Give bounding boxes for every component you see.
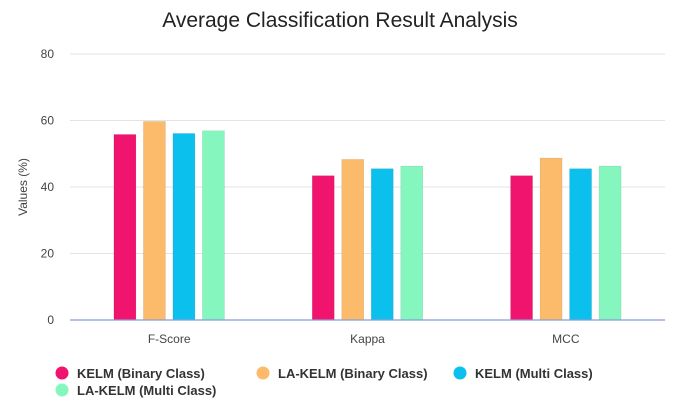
y-tick-label: 20 — [41, 247, 55, 261]
legend-label: LA-KELM (Multi Class) — [77, 383, 216, 398]
bar-f-score-series-3 — [172, 133, 196, 321]
legend-swatch — [256, 366, 270, 380]
legend-swatch — [55, 366, 69, 380]
bar-mcc-series-3 — [569, 168, 592, 321]
x-tick-label: MCC — [552, 332, 580, 346]
chart-title: Average Classification Result Analysis — [162, 9, 518, 32]
y-tick-label: 80 — [41, 47, 55, 61]
bars — [113, 121, 622, 321]
bar-kappa-series-3 — [370, 168, 394, 321]
y-tick-label: 0 — [47, 313, 54, 327]
x-tick-label: Kappa — [350, 332, 385, 346]
legend: KELM (Binary Class) LA-KELM (Binary Class… — [55, 366, 593, 398]
bar-f-score-series-4 — [202, 130, 225, 321]
y-axis-ticks: 0 20 40 60 80 — [41, 47, 55, 327]
legend-label: KELM (Binary Class) — [77, 366, 205, 381]
bar-mcc-series-4 — [598, 165, 622, 321]
bar-kappa-series-4 — [400, 165, 424, 321]
y-axis-label: Values (%) — [16, 158, 30, 216]
bar-mcc-series-1 — [510, 175, 533, 321]
x-axis-ticks: F-Score Kappa MCC — [148, 332, 580, 346]
bar-kappa-series-2 — [341, 159, 365, 321]
bar-mcc-series-2 — [539, 157, 563, 321]
legend-swatch — [55, 383, 69, 397]
bar-kappa-series-1 — [311, 175, 335, 321]
legend-swatch — [453, 366, 467, 380]
x-tick-label: F-Score — [148, 332, 191, 346]
y-tick-label: 40 — [41, 180, 55, 194]
legend-label: KELM (Multi Class) — [475, 366, 593, 381]
bar-f-score-series-1 — [113, 134, 137, 321]
legend-label: LA-KELM (Binary Class) — [278, 366, 428, 381]
gridlines — [70, 53, 665, 254]
y-tick-label: 60 — [41, 114, 55, 128]
bar-f-score-series-2 — [143, 121, 166, 321]
